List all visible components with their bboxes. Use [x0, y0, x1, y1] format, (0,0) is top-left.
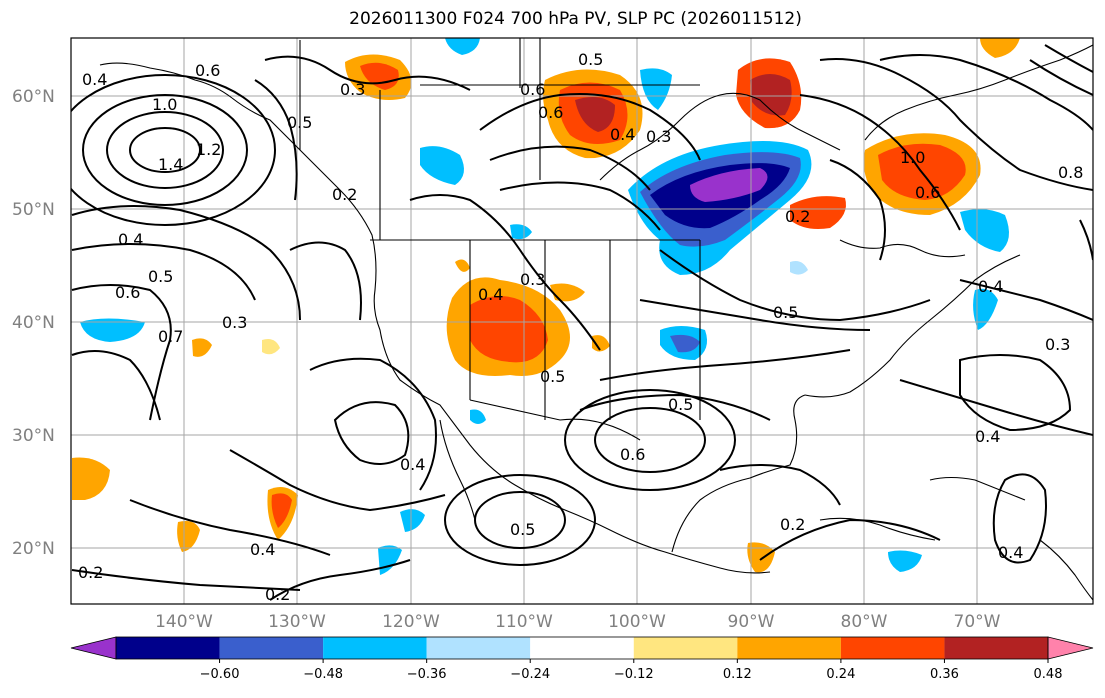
- contour-label: 0.6: [915, 183, 940, 202]
- contour-label: 0.3: [520, 270, 545, 289]
- colorbar-bin: [840, 637, 945, 659]
- colorbar-bin: [944, 637, 1048, 659]
- lat-axis: 60°N 50°N 40°N 30°N 20°N: [12, 87, 55, 559]
- lon-label: 100°W: [608, 612, 666, 632]
- contour-label: 0.8: [1058, 163, 1083, 182]
- contour-label: 0.5: [578, 50, 603, 69]
- contour-label: 1.0: [152, 95, 177, 114]
- contour-label: 0.5: [668, 395, 693, 414]
- contour-labels: 0.4 0.6 1.0 1.2 1.4 0.5 0.3 0.4 0.6 0.5 …: [78, 50, 1083, 604]
- pv-shading: [72, 38, 1020, 575]
- contour-label: 0.2: [332, 185, 357, 204]
- lat-label: 40°N: [12, 313, 55, 333]
- contour-label: 0.4: [975, 427, 1000, 446]
- contour-label: 1.2: [196, 140, 221, 159]
- lon-label: 80°W: [841, 612, 888, 632]
- contour-label: 0.7: [158, 327, 183, 346]
- contour-label: 0.6: [115, 283, 140, 302]
- colorbar-bin: [323, 637, 427, 659]
- colorbar-tick-label: −0.60: [200, 667, 240, 682]
- contour-label: 0.2: [78, 563, 103, 582]
- colorbar-extend-high: [1047, 636, 1094, 660]
- colorbar-bin: [530, 637, 634, 659]
- lon-label: 90°W: [728, 612, 775, 632]
- colorbar-tick-label: −0.24: [510, 667, 550, 682]
- colorbar-tick-label: −0.36: [407, 667, 447, 682]
- contour-label: 1.0: [900, 148, 925, 167]
- colorbar-bin: [219, 637, 324, 659]
- contour-label: 0.4: [250, 540, 275, 559]
- coastlines: [99, 38, 1093, 601]
- contour-label: 0.4: [998, 543, 1023, 562]
- colorbar-bin: [116, 637, 220, 659]
- lat-label: 50°N: [12, 200, 55, 220]
- colorbar-tick-label: 0.12: [723, 667, 752, 682]
- contour-label: 0.6: [520, 80, 545, 99]
- colorbar: −0.60 −0.48 −0.36 −0.24 −0.12 0.12 0.24 0.36 0.4…: [70, 636, 1094, 682]
- lat-label: 30°N: [12, 426, 55, 446]
- lon-label: 130°W: [268, 612, 326, 632]
- contour-label: 0.2: [785, 207, 810, 226]
- map-title: 2026011300 F024 700 hPa PV, SLP PC (2026…: [349, 9, 802, 29]
- lat-label: 60°N: [12, 87, 55, 107]
- contour-label: 0.5: [287, 113, 312, 132]
- lon-label: 140°W: [155, 612, 213, 632]
- lat-label: 20°N: [12, 539, 55, 559]
- contour-label: 0.6: [195, 61, 220, 80]
- lon-axis: 140°W 130°W 120°W 110°W 100°W 90°W 80°W …: [155, 612, 1001, 632]
- colorbar-tick-label: 0.24: [826, 667, 855, 682]
- contour-label: 0.4: [478, 285, 503, 304]
- contour-label: 0.3: [222, 313, 247, 332]
- contour-label: 0.5: [773, 303, 798, 322]
- colorbar-bin: [737, 637, 841, 659]
- colorbar-bin: [426, 637, 531, 659]
- contour-label: 0.4: [118, 230, 143, 249]
- slp-contours: [71, 44, 1093, 601]
- plot-frame: [70, 37, 1094, 605]
- lon-label: 70°W: [954, 612, 1001, 632]
- contour-label: 0.5: [510, 520, 535, 539]
- contour-label: 0.4: [978, 277, 1003, 296]
- contour-label: 0.5: [148, 267, 173, 286]
- contour-label: 0.5: [540, 367, 565, 386]
- contour-label: 0.6: [620, 445, 645, 464]
- contour-label: 0.3: [646, 127, 671, 146]
- colorbar-tick-label: −0.12: [614, 667, 654, 682]
- contour-label: 1.4: [158, 155, 183, 174]
- contour-label: 0.4: [610, 125, 635, 144]
- colorbar-extend-low: [70, 636, 117, 660]
- lon-label: 120°W: [382, 612, 440, 632]
- contour-label: 0.2: [265, 585, 290, 604]
- colorbar-tick-label: 0.36: [930, 667, 959, 682]
- colorbar-bin: [633, 637, 738, 659]
- contour-label: 0.4: [400, 455, 425, 474]
- colorbar-tick-label: 0.48: [1034, 667, 1063, 682]
- contour-label: 0.2: [780, 515, 805, 534]
- contour-label: 0.6: [538, 103, 563, 122]
- contour-label: 0.3: [1045, 335, 1070, 354]
- contour-label: 0.3: [340, 80, 365, 99]
- contour-label: 0.4: [82, 70, 107, 89]
- colorbar-tick-label: −0.48: [303, 667, 343, 682]
- lon-label: 110°W: [495, 612, 553, 632]
